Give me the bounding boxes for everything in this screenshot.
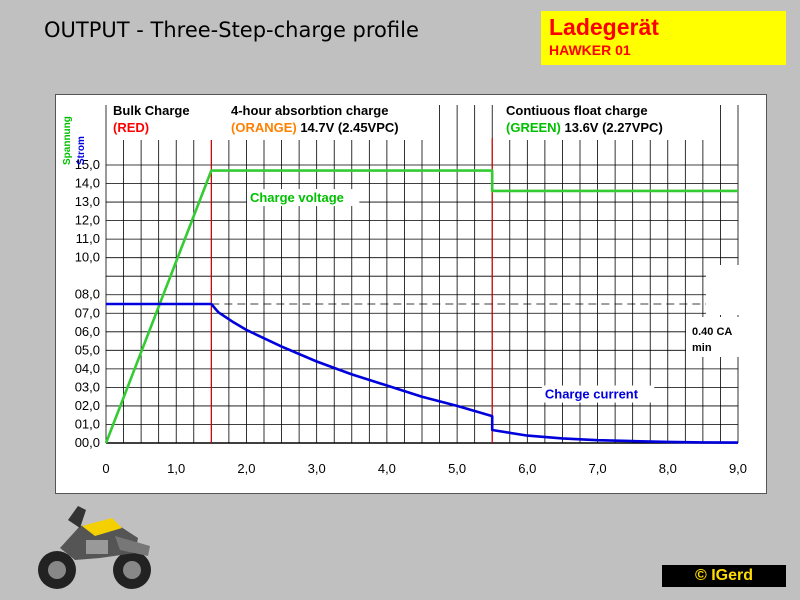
brand-title: Ladegerät [549, 14, 659, 40]
y-tick-label: 05,0 [75, 342, 100, 357]
phase-title: Bulk Charge [113, 103, 190, 118]
motorcycle-icon [38, 506, 151, 589]
y-tick-label: 14,0 [75, 176, 100, 191]
y-tick-label: 15,0 [75, 157, 100, 172]
phase-color-name: (ORANGE) [231, 120, 297, 135]
x-tick-label: 3,0 [308, 461, 326, 476]
page-title: OUTPUT - Three-Step-charge profile [44, 18, 419, 42]
x-tick-label: 7,0 [589, 461, 607, 476]
x-tick-label: 9,0 [729, 461, 747, 476]
series-line-current [106, 302, 739, 444]
brand-model: HAWKER 01 [549, 42, 631, 58]
phase-detail: 13.6V (2.27VPC) [561, 120, 663, 135]
phase-color-label: (GREEN) 13.6V (2.27VPC) [506, 120, 663, 135]
phase-color-label: (ORANGE) 14.7V (2.45VPC) [231, 120, 399, 135]
y-tick-label: 12,0 [75, 213, 100, 228]
y-tick-label: 06,0 [75, 324, 100, 339]
phase-color-name: (RED) [113, 120, 149, 135]
series-label-bg [541, 385, 655, 403]
y-tick-label: 00,0 [75, 435, 100, 450]
series-line-voltage [104, 169, 738, 444]
x-tick-label: 8,0 [659, 461, 677, 476]
phase-title: Contiuous float charge [506, 103, 648, 118]
y-axis-label-voltage: Spannung [62, 116, 73, 165]
gerd-logo: IGerd [711, 567, 754, 584]
copyright-symbol: © [694, 567, 707, 584]
y-tick-label: 10,0 [75, 250, 100, 265]
x-tick-label: 4,0 [378, 461, 396, 476]
x-tick-label: 1,0 [167, 461, 185, 476]
y-tick-label: 03,0 [75, 379, 100, 394]
threshold-label: 0.40 CA [692, 326, 732, 338]
threshold-label-bg [706, 265, 742, 315]
y-tick-label: 11,0 [76, 231, 100, 246]
phase-color-label: (RED) [113, 120, 149, 135]
y-tick-label: 13,0 [75, 194, 100, 209]
x-tick-label: 5,0 [448, 461, 466, 476]
copyright-badge: © IGerd [662, 565, 786, 587]
y-tick-label: 02,0 [75, 398, 100, 413]
y-tick-label: 08,0 [75, 287, 100, 302]
phase-label-bg [108, 100, 228, 140]
phase-label-bg [504, 100, 714, 140]
series-label-bg [246, 189, 360, 207]
brand-box: Ladegerät HAWKER 01 [541, 11, 786, 65]
phase-label-bg [228, 100, 428, 140]
chart-panel: 00,0 01,0 02,0 03,0 04,0 05,0 06,0 07,0 08,0 10,0… [55, 94, 767, 494]
y-tick-label: 04,0 [75, 361, 100, 376]
phase-detail: 14.7V (2.45VPC) [297, 120, 399, 135]
phase-title: 4-hour absorbtion charge [231, 103, 388, 118]
y-tick-label: 01,0 [75, 416, 100, 431]
x-tick-label: 6,0 [518, 461, 536, 476]
series-label: Charge voltage [250, 190, 344, 205]
x-tick-label: 0 [102, 461, 109, 476]
y-tick-label: 07,0 [75, 305, 100, 320]
phase-color-name: (GREEN) [506, 120, 561, 135]
x-tick-label: 2,0 [237, 461, 255, 476]
charge-profile-chart: 00,001,002,003,004,005,006,007,008,010,0… [62, 100, 747, 476]
threshold-unit: min [692, 342, 712, 354]
y-axis-label-current: Strom [76, 136, 87, 165]
threshold-label-bg [686, 317, 742, 357]
series-label: Charge current [545, 387, 639, 402]
